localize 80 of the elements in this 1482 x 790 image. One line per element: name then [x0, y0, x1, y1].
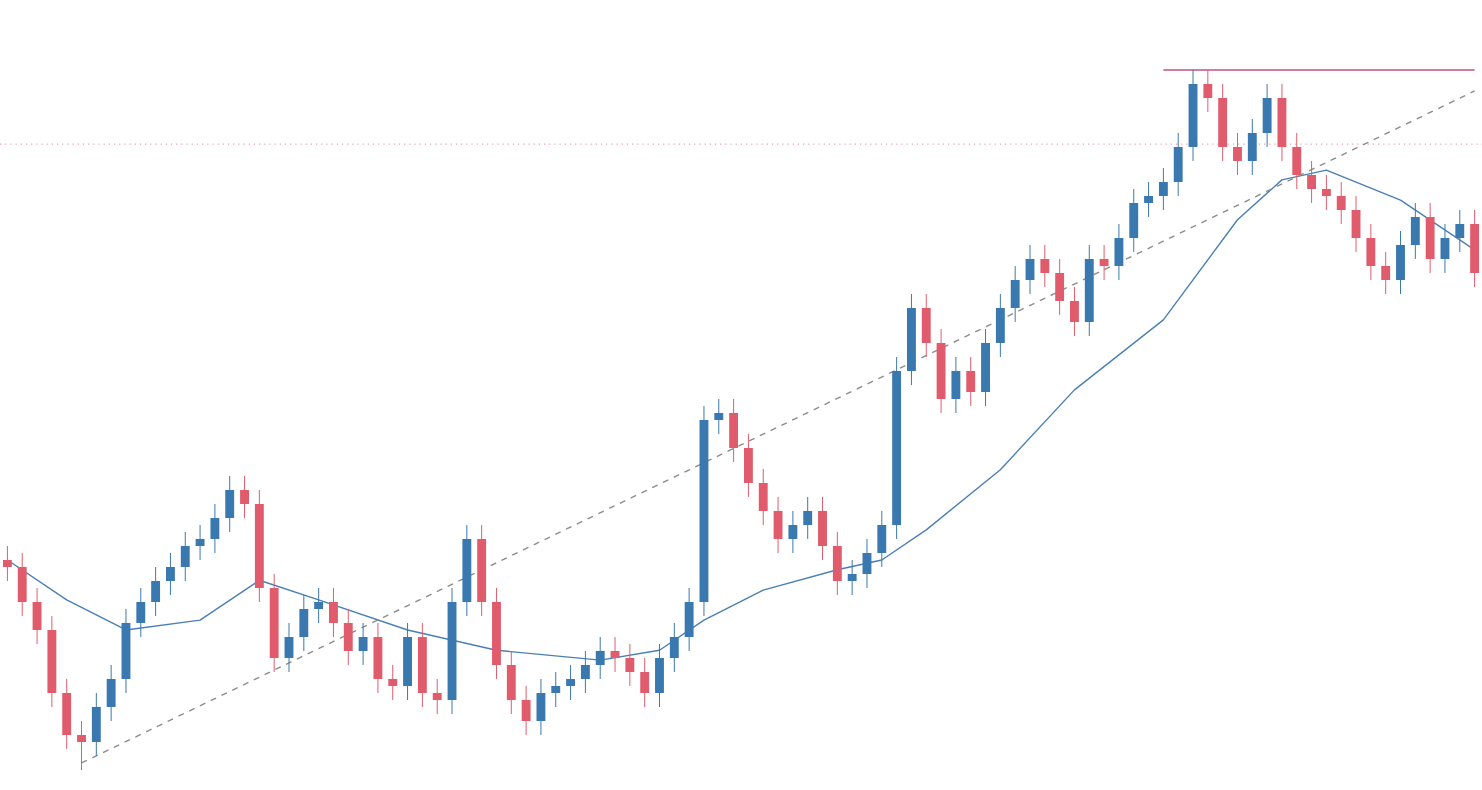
candlestick [180, 531, 190, 582]
candlestick [106, 664, 116, 722]
candlestick [1262, 83, 1272, 148]
candlestick [91, 692, 101, 757]
candlestick [506, 650, 516, 715]
candlestick [299, 594, 309, 652]
candlestick [1381, 251, 1391, 295]
candlestick [743, 433, 753, 498]
candlestick [343, 608, 353, 666]
candlestick [803, 496, 813, 540]
candlestick [388, 664, 398, 701]
candlestick [1070, 286, 1079, 337]
candlestick [1410, 202, 1420, 260]
candlestick [1144, 181, 1154, 218]
candlestick [521, 685, 531, 736]
candlestick [1173, 132, 1183, 197]
candlestick [773, 496, 783, 554]
candlestick [921, 293, 931, 358]
candlestick [1247, 118, 1257, 176]
candlestick [832, 531, 842, 596]
candlestick [1396, 230, 1405, 295]
candlestick [1425, 202, 1435, 274]
candlestick [32, 587, 42, 645]
candlestick [714, 398, 724, 435]
candlestick [1010, 265, 1020, 323]
candlestick [536, 678, 546, 736]
candlestick [240, 475, 249, 519]
candlestick [2, 545, 12, 582]
candlestick [1440, 223, 1450, 274]
candlestick [566, 664, 576, 701]
candlestick [1099, 244, 1109, 281]
candlestick [329, 587, 338, 638]
candlestick [1158, 167, 1168, 211]
candlestick [951, 356, 961, 414]
candlestick [314, 587, 324, 624]
candlestick [210, 503, 220, 554]
candlestick [373, 622, 383, 694]
candlestick [655, 643, 664, 708]
candlestick [669, 622, 679, 673]
candlestick [818, 496, 827, 561]
candlestick [165, 552, 175, 596]
candlestick [1321, 174, 1331, 211]
candlestick [847, 559, 857, 596]
candlestick [684, 587, 694, 652]
candlestick [1114, 223, 1124, 281]
candlestick [77, 720, 86, 771]
candlestick [136, 587, 146, 638]
candlestick [1203, 69, 1213, 113]
candlestick [610, 636, 620, 673]
candlestick [1351, 195, 1361, 253]
candlestick [62, 678, 72, 750]
candlestick [1307, 160, 1317, 204]
candlestick [432, 678, 442, 715]
candlestick [1233, 132, 1242, 176]
candlestick [1025, 244, 1035, 295]
candlestick [1455, 209, 1465, 253]
candlestick [1055, 258, 1065, 316]
candlestick [1336, 181, 1346, 225]
candlestick [358, 622, 368, 666]
candlestick [151, 566, 161, 617]
candlestick [877, 510, 887, 568]
candlestick [788, 510, 798, 554]
candlestick [1129, 188, 1139, 253]
candlestick [284, 622, 294, 673]
candlestick [995, 293, 1005, 358]
candlestick [595, 636, 605, 680]
candlestick [1292, 132, 1302, 190]
candlestick [640, 657, 650, 708]
candlestick [195, 524, 205, 561]
candlestick [17, 552, 27, 617]
candlestick [225, 475, 235, 533]
candlestick [551, 671, 561, 708]
candlestick [729, 398, 739, 463]
candlestick [1040, 244, 1050, 288]
candlestick [580, 650, 590, 694]
candlestick [862, 538, 872, 589]
candlestick [1366, 223, 1376, 281]
candlestick [966, 356, 976, 407]
candlestick [625, 643, 635, 687]
candlestick [758, 468, 768, 526]
